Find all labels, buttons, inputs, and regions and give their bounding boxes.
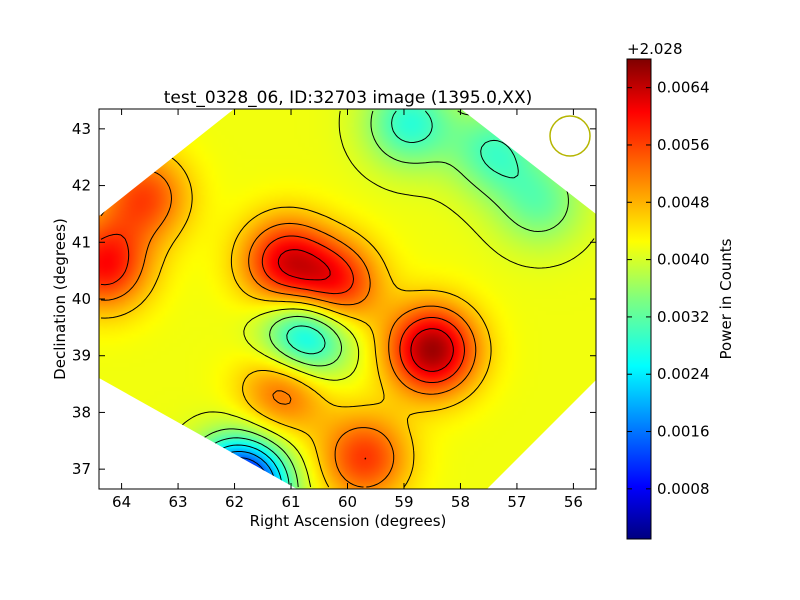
x-tick-label: 56 — [564, 493, 583, 511]
y-tick-label: 43 — [72, 120, 91, 138]
colorbar-tick-label: 0.0008 — [657, 480, 710, 498]
x-tick-label: 64 — [112, 493, 131, 511]
colorbar-tick-label: 0.0040 — [657, 251, 710, 269]
x-tick-label: 57 — [507, 493, 526, 511]
colorbar-bar — [626, 58, 652, 540]
x-tick-label: 59 — [394, 493, 413, 511]
x-tick-label: 60 — [338, 493, 357, 511]
x-tick-label: 58 — [451, 493, 470, 511]
colorbar-tick-label: 0.0024 — [657, 365, 710, 383]
plot-area: 64 63 62 61 60 59 58 57 56 37 38 39 40 41 42 43 — [72, 108, 597, 511]
colorbar-tick-label: 0.0016 — [657, 423, 710, 441]
colorbar-tick-label: 0.0048 — [657, 193, 710, 211]
y-tick-label: 40 — [72, 290, 91, 308]
y-axis-label: Declination (degrees) — [51, 218, 69, 380]
beam-circle — [549, 115, 591, 157]
contour-line — [100, 233, 465, 460]
chart-title: test_0328_06, ID:32703 image (1395.0,XX) — [164, 88, 532, 108]
x-tick-label: 61 — [281, 493, 300, 511]
x-axis-ticks: 64 63 62 61 60 59 58 57 56 — [112, 109, 583, 511]
contour-line — [277, 249, 454, 372]
y-tick-label: 42 — [72, 177, 91, 195]
x-tick-label: 62 — [225, 493, 244, 511]
x-axis-label: Right Ascension (degrees) — [250, 512, 447, 530]
y-tick-label: 37 — [72, 460, 91, 478]
colorbar-offset-label: +2.028 — [627, 40, 683, 58]
colorbar-ticks: 0.0008 0.0016 0.0024 0.0032 0.0040 0.0048 0.00… — [627, 79, 710, 498]
colorbar: +2.028 0.00080.00160.00240.00320.00400.0… — [626, 40, 735, 540]
y-tick-label: 38 — [72, 403, 91, 421]
colorbar-tick-label: 0.0064 — [657, 79, 710, 97]
x-tick-label: 63 — [169, 493, 188, 511]
y-tick-label: 39 — [72, 347, 91, 365]
y-tick-label: 41 — [72, 233, 91, 251]
colorbar-label: Power in Counts — [717, 238, 735, 359]
colorbar-tick-label: 0.0032 — [657, 308, 710, 326]
y-axis-ticks: 37 38 39 40 41 42 43 — [72, 120, 596, 478]
colorbar-tick-label: 0.0056 — [657, 136, 710, 154]
